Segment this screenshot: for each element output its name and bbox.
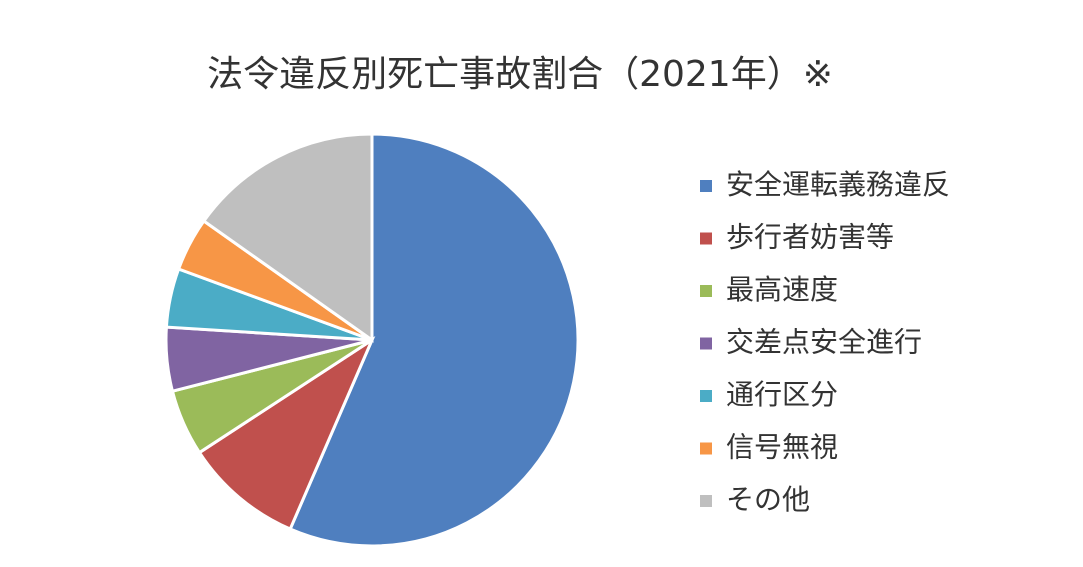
legend-label: 交差点安全進行 (726, 326, 922, 359)
legend-marker (700, 442, 712, 455)
legend-label: 通行区分 (726, 378, 838, 411)
legend-marker (700, 390, 712, 402)
legend-marker (700, 232, 712, 245)
legend-label: 最高速度 (726, 273, 838, 306)
pie-slice (288, 132, 580, 548)
legend-marker (700, 180, 712, 192)
legend-label: その他 (726, 483, 810, 516)
legend-label: 安全運転義務違反 (726, 168, 950, 201)
pie-slice (201, 132, 374, 343)
legend-marker (700, 337, 712, 350)
chart-title: 法令違反別死亡事故割合（2021年）※ (207, 54, 833, 95)
legend-label: 信号無視 (726, 431, 838, 464)
legend-marker (700, 495, 712, 507)
legend-label: 歩行者妨害等 (726, 221, 894, 254)
legend-marker (700, 285, 712, 297)
pie-slice (197, 336, 376, 532)
